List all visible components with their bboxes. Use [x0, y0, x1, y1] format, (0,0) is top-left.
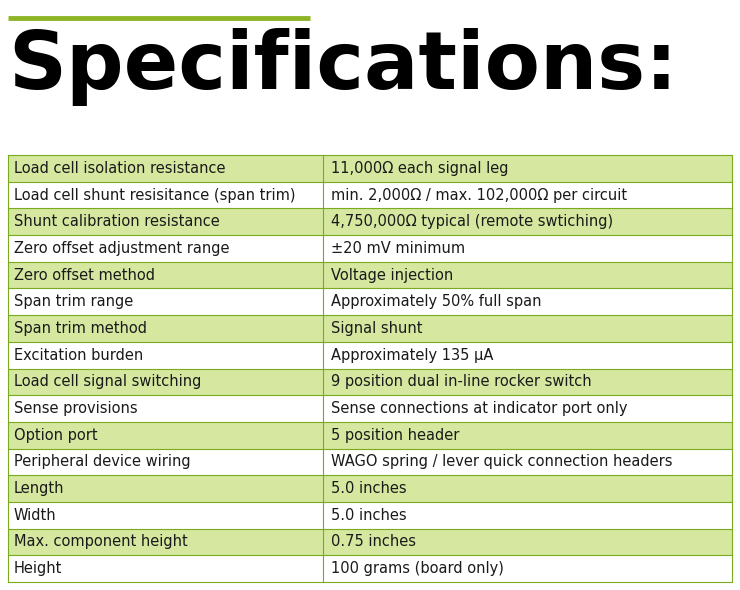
Bar	[8, 529, 732, 555]
Text: 0.75 inches: 0.75 inches	[331, 535, 416, 549]
Text: Approximately 135 μA: Approximately 135 μA	[331, 348, 494, 363]
Bar	[8, 422, 732, 448]
Text: Peripheral device wiring: Peripheral device wiring	[14, 454, 191, 470]
Text: Sense connections at indicator port only: Sense connections at indicator port only	[331, 401, 628, 416]
Bar	[8, 369, 732, 395]
Text: Max. component height: Max. component height	[14, 535, 188, 549]
Bar	[8, 555, 732, 582]
Text: Zero offset method: Zero offset method	[14, 268, 155, 283]
Text: Signal shunt: Signal shunt	[331, 321, 423, 336]
Bar	[8, 395, 732, 422]
Text: Length: Length	[14, 481, 64, 496]
Text: Load cell signal switching: Load cell signal switching	[14, 374, 201, 389]
Text: 100 grams (board only): 100 grams (board only)	[331, 561, 504, 576]
Bar	[8, 155, 732, 182]
Text: 4,750,000Ω typical (remote swtiching): 4,750,000Ω typical (remote swtiching)	[331, 214, 613, 230]
Text: Zero offset adjustment range: Zero offset adjustment range	[14, 241, 229, 256]
Text: Excitation burden: Excitation burden	[14, 348, 144, 363]
Text: 5.0 inches: 5.0 inches	[331, 481, 406, 496]
Text: Width: Width	[14, 508, 57, 523]
Text: Voltage injection: Voltage injection	[331, 268, 453, 283]
Text: Option port: Option port	[14, 428, 98, 442]
Text: Height: Height	[14, 561, 62, 576]
Text: 9 position dual in-line rocker switch: 9 position dual in-line rocker switch	[331, 374, 591, 389]
Bar	[8, 476, 732, 502]
Text: ±20 mV minimum: ±20 mV minimum	[331, 241, 465, 256]
Bar	[8, 342, 732, 369]
Bar	[8, 235, 732, 262]
Text: Shunt calibration resistance: Shunt calibration resistance	[14, 214, 220, 230]
Text: Specifications:: Specifications:	[8, 28, 678, 106]
Bar	[8, 208, 732, 235]
Bar	[8, 502, 732, 529]
Text: Span trim range: Span trim range	[14, 294, 133, 309]
Bar	[8, 448, 732, 476]
Text: 5 position header: 5 position header	[331, 428, 460, 442]
Text: Sense provisions: Sense provisions	[14, 401, 138, 416]
Bar	[8, 262, 732, 289]
Text: Load cell isolation resistance: Load cell isolation resistance	[14, 161, 226, 176]
Text: Approximately 50% full span: Approximately 50% full span	[331, 294, 542, 309]
Text: 5.0 inches: 5.0 inches	[331, 508, 406, 523]
Text: min. 2,000Ω / max. 102,000Ω per circuit: min. 2,000Ω / max. 102,000Ω per circuit	[331, 188, 627, 202]
Text: Span trim method: Span trim method	[14, 321, 147, 336]
Bar	[8, 315, 732, 342]
Text: WAGO spring / lever quick connection headers: WAGO spring / lever quick connection hea…	[331, 454, 673, 470]
Text: Load cell shunt resisitance (span trim): Load cell shunt resisitance (span trim)	[14, 188, 295, 202]
Text: 11,000Ω each signal leg: 11,000Ω each signal leg	[331, 161, 508, 176]
Bar	[8, 182, 732, 208]
Bar	[8, 289, 732, 315]
